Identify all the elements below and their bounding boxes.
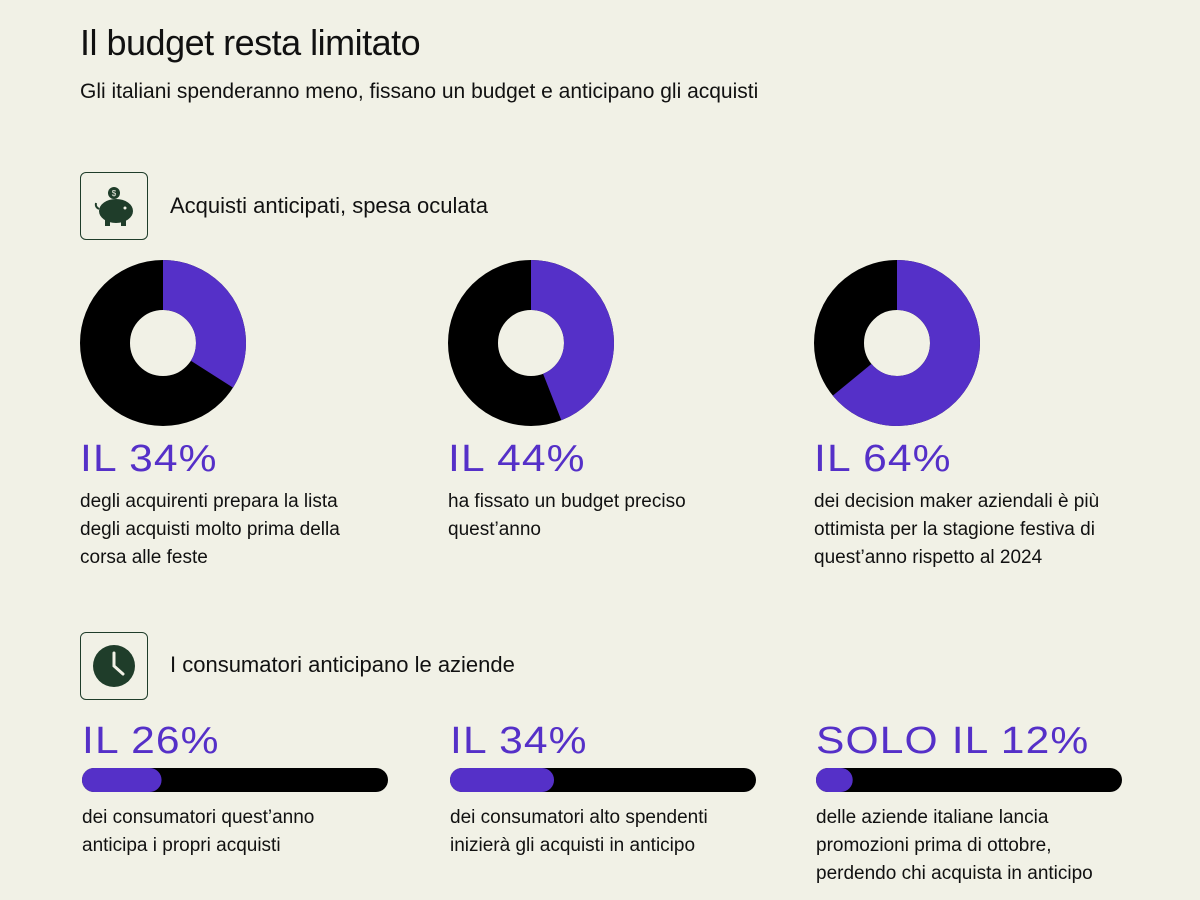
title: Il budget resta limitato: [80, 22, 421, 63]
subtitle: Gli italiani spenderanno meno, fissano u…: [80, 80, 759, 103]
progress-fill: [816, 768, 853, 792]
stat-description: dei decision maker aziendali è più ottim…: [814, 491, 1100, 568]
stat-label: IL 34%: [80, 438, 218, 480]
donut-segment: [80, 260, 246, 426]
stat-label: IL 64%: [814, 438, 952, 480]
stat-description: dei consumatori alto spendenti inizierà …: [450, 807, 708, 856]
stat-label: SOLO IL 12%: [816, 720, 1090, 762]
piggy-icon: $: [80, 172, 148, 240]
svg-text:$: $: [112, 189, 117, 198]
stat-label: IL 44%: [448, 438, 586, 480]
progress-fill: [82, 768, 162, 792]
progress-track: [816, 768, 1122, 792]
stat-description: ha fissato un budget preciso quest’anno: [448, 491, 686, 540]
progress-fill: [450, 768, 555, 792]
clock-icon: [80, 632, 148, 700]
stat-description: delle aziende italiane lancia promozioni…: [816, 807, 1093, 884]
section-heading: I consumatori anticipano le aziende: [170, 652, 515, 677]
donut-segment: [814, 260, 980, 426]
stat-label: IL 34%: [450, 720, 588, 762]
section-heading: Acquisti anticipati, spesa oculata: [170, 193, 488, 218]
stat-label: IL 26%: [82, 720, 220, 762]
stat-description: degli acquirenti prepara la lista degli …: [80, 491, 340, 568]
donut-segment: [448, 260, 614, 426]
stat-description: dei consumatori quest’anno anticipa i pr…: [82, 807, 315, 856]
